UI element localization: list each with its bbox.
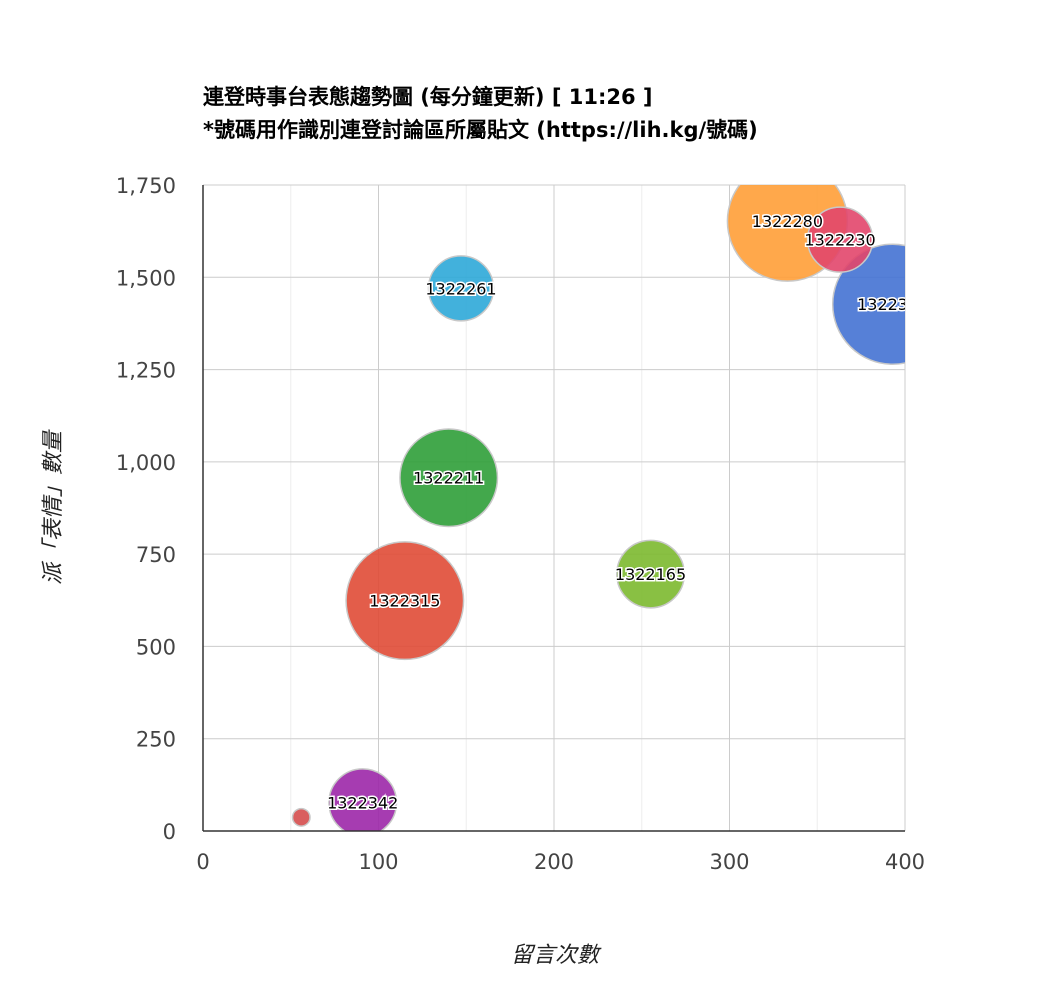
bubble-point[interactable] [345, 541, 465, 661]
y-tick-label: 500 [136, 635, 176, 659]
y-tick-label: 1,250 [116, 359, 176, 383]
y-tick-label: 1,000 [116, 451, 176, 475]
chart-title: 連登時事台表態趨勢圖 (每分鐘更新) [ 11:26 ] [203, 85, 652, 109]
bubble-label: 1322165 [615, 565, 686, 584]
y-tick-label: 750 [136, 543, 176, 567]
bubble-point[interactable] [806, 206, 874, 273]
bubble-point[interactable] [616, 539, 686, 609]
y-tick-label: 1,500 [116, 266, 176, 290]
bubble-point[interactable] [427, 255, 495, 322]
gridlines [203, 184, 906, 831]
bubble-point[interactable] [328, 768, 398, 837]
bubble-point[interactable] [831, 243, 953, 365]
y-axis-title: 派「表情」數量 [41, 429, 66, 585]
bubble-point[interactable] [291, 807, 311, 827]
x-tick-label: 0 [196, 850, 209, 874]
bubble-label: 1322261 [425, 279, 496, 298]
y-tick-label: 250 [136, 728, 176, 752]
x-tick-label: 300 [709, 850, 749, 874]
bubble-label: 1322311 [857, 295, 928, 314]
x-axis-title: 留言次數 [511, 943, 602, 968]
bubbles [291, 185, 953, 837]
bubble-label: 1322315 [369, 592, 440, 611]
x-tick-label: 200 [534, 850, 574, 874]
y-tick-label: 0 [163, 820, 176, 844]
bubble-point[interactable] [399, 428, 499, 528]
bubble-label: 1322211 [413, 469, 484, 488]
bubble-label: 1322280 [752, 212, 823, 231]
bubble-labels: 1322280 1322311 1322315 1322211 1322165 13223… [326, 211, 928, 814]
chart-subtitle: *號碼用作識別連登討論區所屬貼文 (https://lih.kg/號碼) [203, 118, 758, 142]
x-tick-label: 100 [358, 850, 398, 874]
axes: 0 100 200 300 400 0 250 500 750 1,000 1,250 1,500 1,… [116, 174, 925, 874]
bubble-label: 1322230 [804, 231, 875, 250]
y-tick-label: 1,750 [116, 174, 176, 198]
x-tick-label: 400 [885, 850, 925, 874]
bubble-label: 1322342 [327, 794, 398, 813]
